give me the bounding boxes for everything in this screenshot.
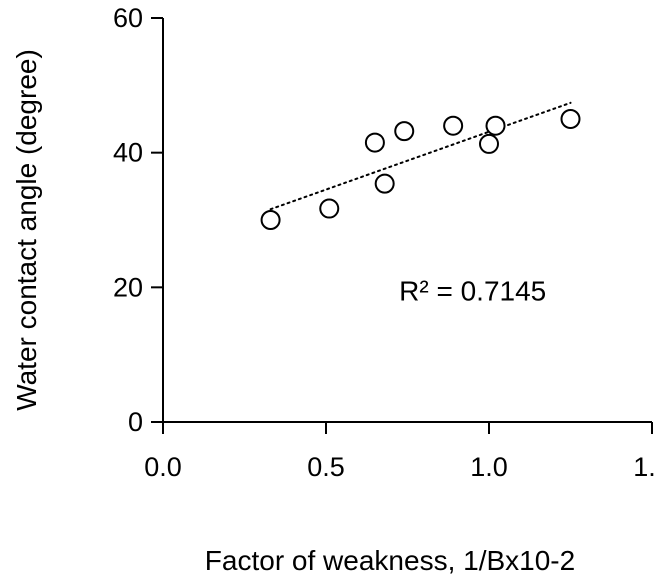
data-point [443, 115, 464, 136]
data-point [394, 121, 415, 142]
axes [162, 18, 652, 423]
x-tick-label: 1.5 [633, 452, 656, 482]
r-squared-annotation: R² = 0.7145 [399, 276, 546, 307]
y-ticks: 0 20 40 60 [113, 3, 163, 437]
trendline [269, 101, 572, 211]
trendline-group [269, 101, 572, 211]
y-tick-label: 40 [113, 138, 143, 168]
data-points [260, 109, 581, 230]
y-tick-label: 0 [128, 407, 143, 437]
x-tick-label: 0.0 [144, 452, 182, 482]
x-tick-label: 0.5 [307, 452, 345, 482]
data-point [560, 109, 581, 129]
x-axis-title: Factor of weakness, 1/Bx10-2 [205, 545, 575, 576]
x-ticks: 0.0 0.5 1.0 1.5 [144, 422, 656, 482]
data-point [319, 198, 340, 219]
data-point [485, 115, 506, 136]
x-tick-label: 1.0 [470, 452, 508, 482]
y-tick-label: 60 [113, 3, 143, 33]
data-point [374, 173, 395, 194]
data-point [364, 132, 385, 153]
data-point [479, 133, 499, 154]
y-axis-title: Water contact angle (degree) [11, 49, 42, 411]
y-tick-label: 20 [113, 272, 143, 302]
data-point [260, 210, 281, 230]
